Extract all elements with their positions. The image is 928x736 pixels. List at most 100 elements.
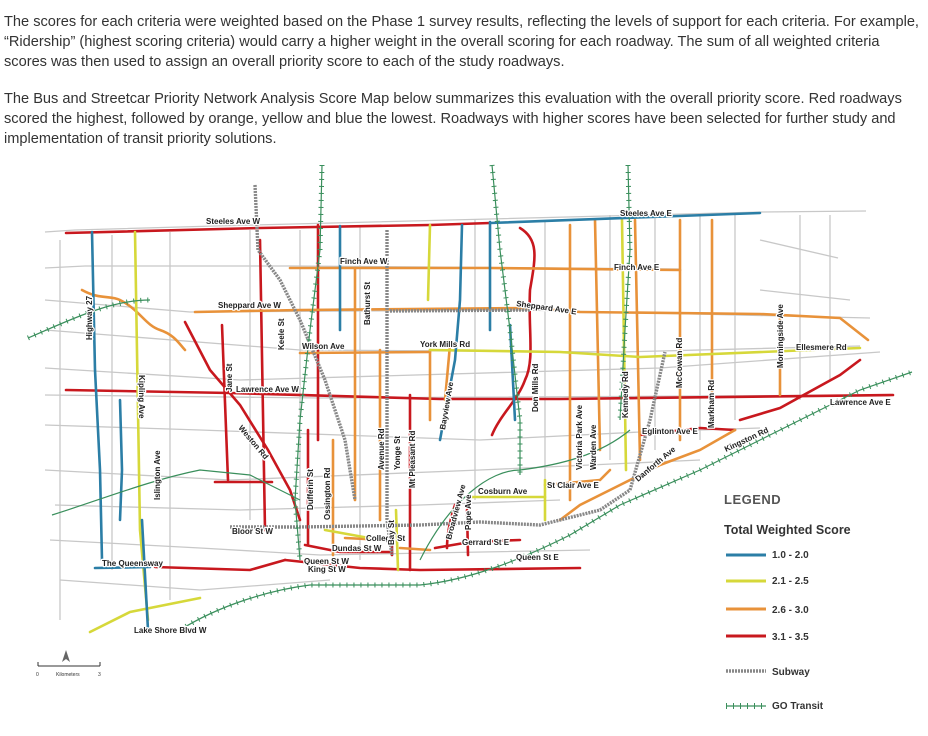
road-ellesmere xyxy=(428,346,862,359)
legend-item-2: 2.1 - 2.5 xyxy=(772,576,809,587)
red-roads xyxy=(64,221,895,572)
label-highway-27: Highway 27 xyxy=(85,295,94,340)
label-sheppard-w: Sheppard Ave W xyxy=(218,301,281,310)
label-mccowan: McCowan Rd xyxy=(675,338,684,388)
road-college xyxy=(323,528,402,542)
label-queensway: The Queensway xyxy=(102,559,163,568)
label-pape: Pape Ave xyxy=(464,494,473,530)
legend-item-3: 2.6 - 3.0 xyxy=(772,605,809,616)
road-bayview-o xyxy=(443,343,452,402)
road-queensway-b xyxy=(93,565,152,570)
road-bayview xyxy=(438,223,464,442)
blue-roads xyxy=(90,211,762,632)
intro-paragraph-1: The scores for each criteria were weight… xyxy=(4,14,919,70)
label-lake-shore: Lake Shore Blvd W xyxy=(134,626,207,635)
priority-score-map: Steeles Ave W Steeles Ave E Finch Ave W … xyxy=(27,164,913,712)
label-steeles-e: Steeles Ave E xyxy=(620,209,673,218)
label-york-mills: York Mills Rd xyxy=(420,340,470,349)
road-st-clair-e xyxy=(543,468,612,487)
subway-yonge xyxy=(385,230,394,556)
label-kennedy: Kennedy Rd xyxy=(621,371,630,418)
road-pape xyxy=(465,508,470,557)
label-sheppard-e: Sheppard Ave E xyxy=(516,299,578,316)
scale-zero: 0 xyxy=(36,672,39,678)
road-steeles-w xyxy=(64,221,492,235)
scale-three: 3 xyxy=(98,672,101,678)
scale-bar: 0 Kilometers 3 xyxy=(36,650,101,678)
label-warden: Warden Ave xyxy=(589,424,598,470)
subway-lines xyxy=(230,184,667,556)
go-kitchener xyxy=(51,469,301,516)
label-ellesmere: Ellesmere Rd xyxy=(796,343,847,352)
label-keele: Keele St xyxy=(277,318,286,350)
label-king-w: King St W xyxy=(308,565,346,574)
label-queen-w: Queen St W xyxy=(304,557,349,566)
road-dundas xyxy=(303,543,394,554)
road-lake-shore xyxy=(88,596,202,634)
label-eglinton-e: Eglinton Ave E xyxy=(642,427,699,436)
base-road-network xyxy=(44,210,894,620)
legend-go-label: GO Transit xyxy=(772,701,824,712)
legend-item-1: 1.0 - 2.0 xyxy=(772,550,809,561)
label-steeles-w: Steeles Ave W xyxy=(206,217,261,226)
label-bloor-w: Bloor St W xyxy=(232,527,273,536)
label-dufferin: Dufferin St xyxy=(306,469,315,510)
go-east-arc xyxy=(419,429,631,561)
road-bay xyxy=(394,508,400,572)
road-kennedy xyxy=(633,218,642,462)
road-warden xyxy=(593,218,602,452)
label-mt-pleasant: Mt Pleasant Rd xyxy=(408,431,417,488)
label-weston: Weston Rd xyxy=(236,424,270,462)
label-lawrence-e: Lawrence Ave E xyxy=(830,398,891,407)
road-labels: Steeles Ave W Steeles Ave E Finch Ave W … xyxy=(84,208,893,637)
scale-unit: Kilometers xyxy=(56,672,80,678)
label-jane: Jane St xyxy=(225,363,234,392)
road-lawrence-w xyxy=(64,388,895,401)
road-sheppard-w xyxy=(193,306,870,342)
label-gerrard-e: Gerrard St E xyxy=(462,538,510,547)
legend-item-4: 3.1 - 3.5 xyxy=(772,632,809,643)
label-queen-e: Queen St E xyxy=(516,553,559,562)
road-danforth xyxy=(558,428,737,522)
orange-roads xyxy=(80,218,870,557)
label-finch-w: Finch Ave W xyxy=(340,257,388,266)
subway-bloor-danforth xyxy=(230,488,631,529)
label-bathurst: Bathurst St xyxy=(363,282,372,325)
road-weston xyxy=(183,320,302,522)
road-queen-w xyxy=(283,558,582,572)
road-don-mills xyxy=(490,226,536,437)
label-dundas-w: Dundas St W xyxy=(332,544,382,553)
label-islington: Islington Ave xyxy=(153,450,162,500)
north-arrow-icon xyxy=(62,650,70,662)
legend: LEGEND Total Weighted Score 1.0 - 2.0 2.… xyxy=(724,492,851,712)
label-avenue: Avenue Rd xyxy=(377,428,386,470)
label-finch-e: Finch Ave E xyxy=(614,263,660,272)
label-victoria-park: Victoria Park Ave xyxy=(575,404,584,470)
label-bayview: Bayview Ave xyxy=(438,381,455,431)
label-markham: Markham Rd xyxy=(707,380,716,428)
road-queensway xyxy=(153,558,287,572)
label-don-mills: Don Mills Rd xyxy=(531,363,540,412)
go-milton xyxy=(27,299,151,339)
label-st-clair-e: St Clair Ave E xyxy=(547,481,600,490)
road-lake-shore-b xyxy=(140,518,150,632)
label-cosburn: Cosburn Ave xyxy=(478,487,528,496)
label-bay: Bay St xyxy=(387,520,396,545)
subway-sheppard xyxy=(389,308,531,313)
intro-paragraph-2: The Bus and Streetcar Priority Network A… xyxy=(4,91,902,147)
subway-srt xyxy=(628,351,667,491)
road-steeles-y xyxy=(426,223,432,302)
label-lawrence-w: Lawrence Ave W xyxy=(236,385,299,394)
road-kingston xyxy=(738,358,862,422)
legend-subway-label: Subway xyxy=(772,667,810,678)
road-eglinton-e xyxy=(638,426,737,437)
road-north-loop xyxy=(80,288,187,352)
road-jane xyxy=(220,323,230,482)
road-steeles-e xyxy=(488,211,762,225)
label-morningside: Morningside Ave xyxy=(776,304,785,368)
road-wilson xyxy=(298,350,432,355)
go-transit-ticks xyxy=(27,164,913,633)
label-wilson: Wilson Ave xyxy=(302,342,345,351)
label-college: College St xyxy=(366,534,405,543)
legend-title: LEGEND xyxy=(724,492,781,507)
